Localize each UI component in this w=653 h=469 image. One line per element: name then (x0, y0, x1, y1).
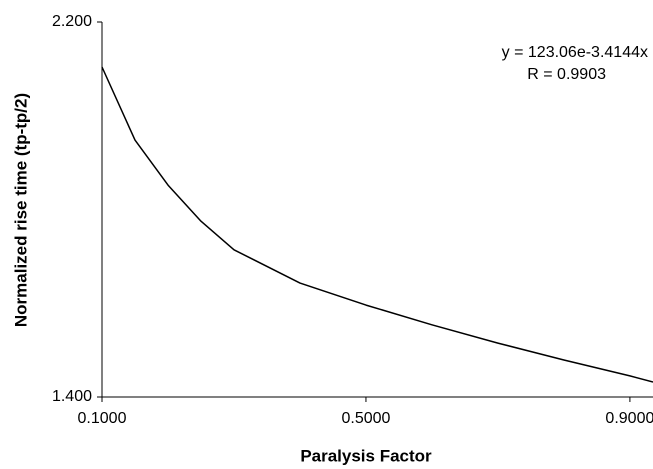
x-tick-label: 0.1000 (78, 410, 127, 427)
y-axis-title: Normalized rise time (tp-tp/2) (11, 93, 30, 327)
x-tick-label: 0.9000 (605, 410, 653, 427)
data-line (101, 66, 653, 383)
x-axis-title: Paralysis Factor (300, 446, 432, 465)
y-tick-label: 1.400 (52, 388, 92, 405)
equation-annotation: y = 123.06e-3.4144x (502, 44, 648, 61)
r-annotation: R = 0.9903 (527, 66, 606, 83)
y-tick-label: 2.200 (52, 13, 92, 30)
x-tick-label: 0.5000 (341, 410, 390, 427)
